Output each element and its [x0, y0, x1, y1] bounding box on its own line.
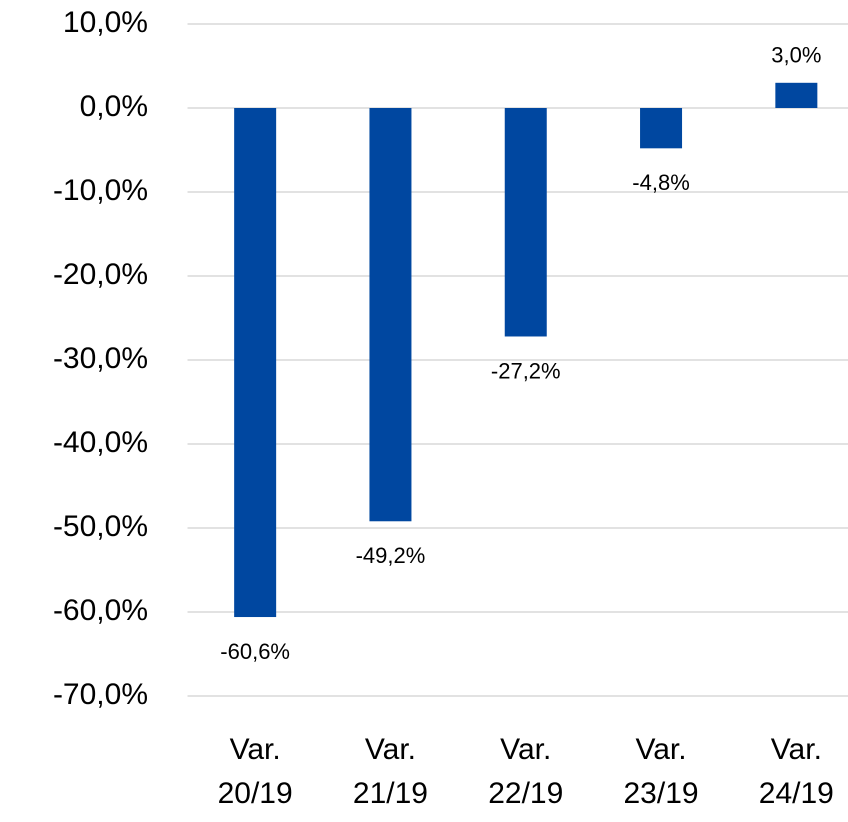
y-tick-label: 10,0%	[63, 6, 148, 39]
x-tick-label: Var. 24/19	[758, 733, 834, 810]
bar	[504, 108, 547, 337]
x-tick-label: Var. 23/19	[623, 733, 699, 810]
data-label: -49,2%	[356, 543, 426, 568]
bar	[369, 108, 412, 522]
y-tick-label: -70,0%	[53, 678, 148, 711]
x-tick-label: Var. 20/19	[217, 733, 293, 810]
y-tick-label: -20,0%	[53, 258, 148, 291]
data-label: -60,6%	[220, 639, 290, 664]
x-tick-label: Var. 21/19	[352, 733, 428, 810]
y-tick-label: 0,0%	[80, 90, 148, 123]
y-tick-label: -40,0%	[53, 426, 148, 459]
data-label: -4,8%	[632, 170, 689, 195]
y-tick-label: -10,0%	[53, 174, 148, 207]
y-tick-label: -30,0%	[53, 342, 148, 375]
bar	[640, 108, 683, 149]
bar	[234, 108, 277, 618]
y-tick-label: -60,0%	[53, 594, 148, 627]
y-tick-label: -50,0%	[53, 510, 148, 543]
x-tick-label: Var. 22/19	[488, 733, 564, 810]
data-label: 3,0%	[771, 43, 821, 68]
bar	[775, 82, 818, 108]
data-label: -27,2%	[491, 358, 561, 383]
